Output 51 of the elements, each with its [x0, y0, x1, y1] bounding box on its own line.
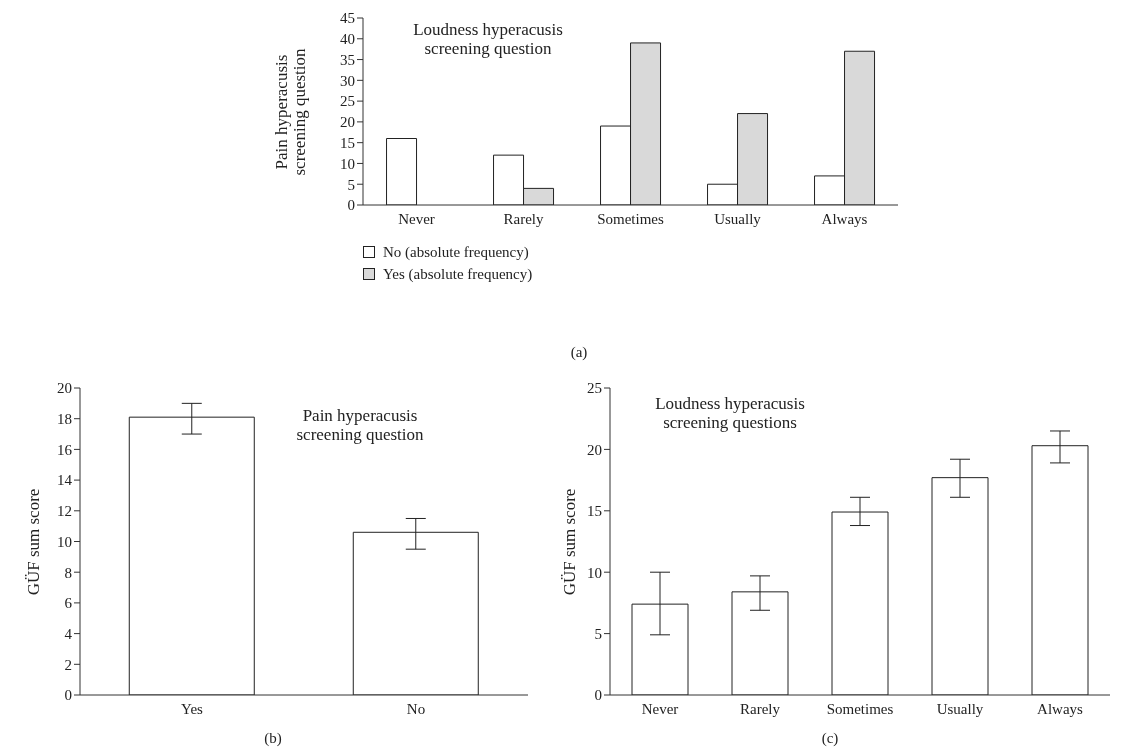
- y-tick-label: 20: [57, 380, 72, 397]
- text: (a): [569, 344, 589, 361]
- y-tick-label: 15: [340, 134, 355, 151]
- text: (c): [820, 730, 840, 747]
- x-tick-label: Rarely: [503, 210, 544, 227]
- y-tick-label: 10: [57, 533, 72, 550]
- y-tick-label: 20: [587, 441, 602, 458]
- annotation: Loudness hyperacusis screening questions: [654, 394, 806, 432]
- bar: [386, 138, 418, 205]
- y-tick-label: 15: [587, 503, 602, 520]
- y-tick-label: 12: [57, 503, 72, 520]
- y-tick-label: 18: [57, 411, 72, 428]
- y-tick-label: 25: [587, 380, 602, 397]
- y-tick-label: 0: [64, 687, 72, 704]
- y-tick-label: 25: [340, 93, 355, 110]
- x-tick-label: Always: [821, 210, 868, 227]
- y-tick-label: 45: [340, 10, 355, 27]
- x-tick-label: Sometimes: [826, 700, 894, 717]
- legend-label: Yes (absolute frequency): [383, 265, 533, 283]
- x-tick-label: Never: [641, 700, 679, 717]
- y-tick-label: 8: [64, 564, 72, 581]
- x-tick-label: Sometimes: [597, 210, 664, 227]
- x-tick-label: Usually: [714, 210, 762, 227]
- y-axis-title: Pain hyperacusis screening question: [271, 47, 310, 177]
- y-tick-label: 10: [340, 155, 355, 172]
- y-tick-label: 5: [594, 625, 602, 642]
- y-axis-title: GÜF sum score: [560, 488, 579, 595]
- y-tick-label: 20: [340, 114, 355, 131]
- legend-label: No (absolute frequency): [383, 243, 529, 261]
- annotation: Pain hyperacusis screening question: [295, 406, 425, 444]
- y-tick-label: 2: [64, 656, 72, 673]
- y-tick-label: 0: [594, 687, 602, 704]
- y-tick-label: 10: [587, 564, 602, 581]
- annotation: Loudness hyperacusis screening question: [412, 20, 564, 58]
- x-tick-label: Never: [398, 210, 435, 227]
- y-tick-label: 40: [340, 31, 355, 48]
- x-tick-label: Rarely: [740, 700, 781, 717]
- y-tick-label: 30: [340, 72, 355, 89]
- y-tick-label: 5: [347, 176, 355, 193]
- x-tick-label: Always: [1037, 700, 1084, 717]
- y-tick-label: 4: [64, 625, 73, 642]
- y-tick-label: 14: [57, 472, 73, 489]
- y-tick-label: 35: [340, 51, 355, 68]
- y-axis-title: GÜF sum score: [23, 487, 44, 597]
- y-tick-label: 0: [347, 197, 355, 214]
- y-tick-label: 6: [64, 595, 73, 612]
- x-tick-label: Usually: [936, 700, 984, 717]
- y-tick-label: 16: [57, 441, 73, 458]
- text: (b): [263, 730, 283, 747]
- x-tick-label: Yes: [181, 700, 204, 717]
- x-tick-label: No: [406, 700, 426, 717]
